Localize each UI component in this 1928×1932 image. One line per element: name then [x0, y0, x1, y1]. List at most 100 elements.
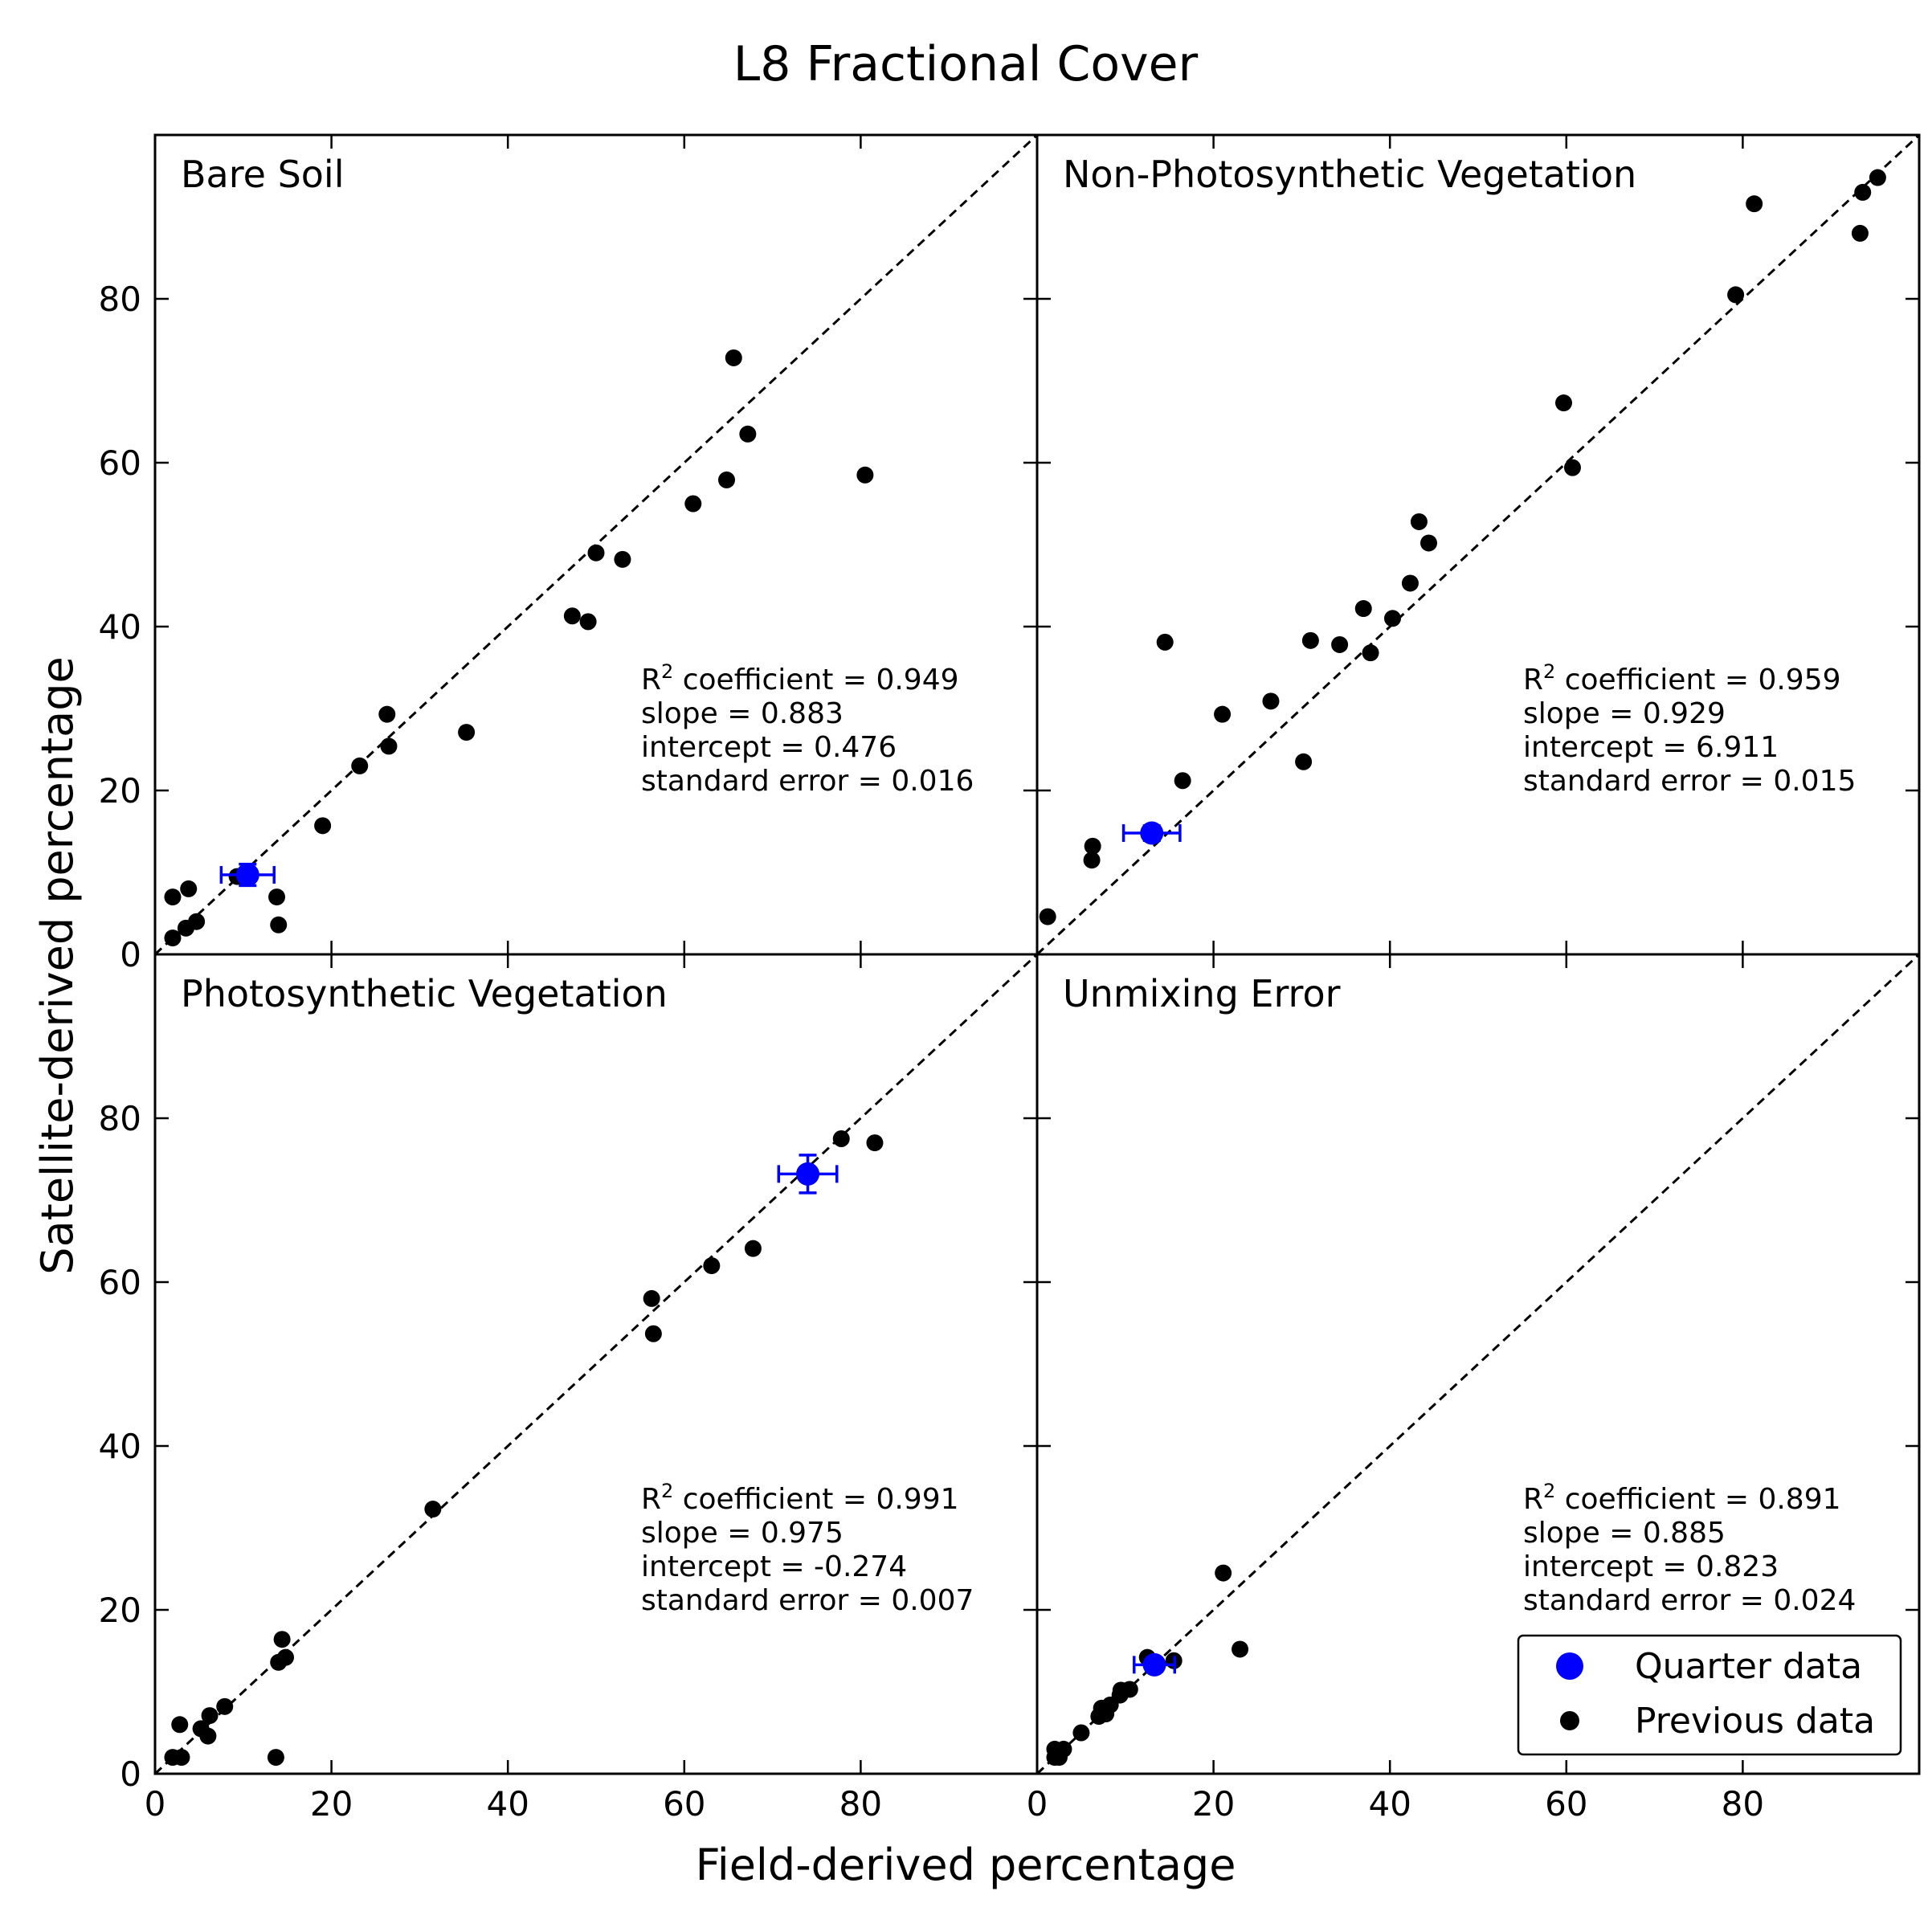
tick-marks — [153, 135, 1037, 956]
previous-data-point — [173, 1749, 190, 1767]
previous-data-point — [180, 880, 198, 897]
y-tick-label: 60 — [99, 1263, 141, 1302]
previous-data-point — [164, 929, 182, 947]
previous-data-point — [832, 1130, 850, 1147]
panel-0: 0 20 40 60 80 Bare Soil R2 coefficient = 0.949… — [99, 133, 1039, 974]
stats-r2: R2 coefficient = 0.959 — [1523, 660, 1841, 696]
stats-r2: R2 coefficient = 0.949 — [641, 660, 959, 696]
y-tick-label: 40 — [99, 1427, 141, 1466]
panel-1: Non-Photosynthetic Vegetation R2 coeffici… — [1035, 133, 1921, 956]
x-tick-label: 60 — [663, 1784, 705, 1824]
previous-data-point — [1362, 644, 1379, 662]
previous-data-point — [856, 466, 874, 484]
panel-title: Photosynthetic Vegetation — [181, 972, 668, 1015]
previous-data-point — [171, 1716, 189, 1734]
previous-data-point — [270, 916, 288, 933]
one-to-one-line — [1035, 133, 1921, 956]
y-tick-label: 80 — [99, 1099, 141, 1138]
previous-data-point — [199, 1727, 217, 1745]
stats-slope: slope = 0.929 — [1523, 697, 1726, 730]
x-tick-label: 0 — [145, 1784, 166, 1824]
legend: Quarter data Previous data — [1517, 1634, 1902, 1756]
x-tick-label: 40 — [486, 1784, 529, 1824]
previous-data-point — [1083, 852, 1101, 869]
previous-data-point — [703, 1257, 721, 1275]
y-tick-label: 0 — [120, 935, 141, 974]
x-axis-label: Field-derived percentage — [696, 1840, 1236, 1890]
stats-intercept: intercept = -0.274 — [641, 1550, 907, 1583]
one-to-one-line — [1035, 953, 1921, 1775]
legend-previous-marker — [1560, 1711, 1579, 1730]
previous-data-point — [1555, 394, 1573, 412]
previous-data-point — [1174, 772, 1191, 790]
stats-r2: R2 coefficient = 0.891 — [1523, 1480, 1841, 1516]
stats-r2: R2 coefficient = 0.991 — [641, 1480, 959, 1516]
previous-data-point — [1410, 513, 1428, 530]
previous-data-point — [1851, 224, 1869, 242]
previous-data-point — [1746, 195, 1763, 213]
panel-title: Unmixing Error — [1063, 972, 1341, 1015]
previous-data-point — [201, 1707, 219, 1725]
figure-title: L8 Fractional Cover — [733, 36, 1199, 92]
previous-data-point — [1383, 610, 1401, 627]
previous-data-point — [1401, 574, 1419, 592]
y-axis-label: Satellite-derived percentage — [32, 656, 83, 1274]
x-tick-label: 20 — [310, 1784, 353, 1824]
previous-data-point — [216, 1697, 234, 1715]
one-to-one-line — [153, 953, 1039, 1775]
previous-data-point — [1215, 1564, 1232, 1582]
panels: 0 20 40 60 80 Bare Soil R2 coefficient = 0.949… — [99, 133, 1921, 1824]
panel-frame — [1035, 953, 1921, 1775]
previous-data-point — [380, 737, 398, 755]
previous-data-point — [1869, 169, 1886, 186]
previous-data-point — [1084, 837, 1101, 855]
previous-data-point — [684, 495, 702, 513]
previous-data-point — [277, 1648, 295, 1666]
previous-data-point — [1854, 183, 1872, 201]
previous-data-point — [424, 1501, 442, 1518]
stats-slope: slope = 0.885 — [1523, 1517, 1726, 1550]
quarter-data-point — [1140, 821, 1164, 845]
panel-2: 0 20 40 60 80 0 20 40 60 80 Photosynthetic Vegetat… — [99, 953, 1039, 1824]
y-tick-label: 20 — [99, 771, 141, 811]
quarter-data-point — [796, 1162, 820, 1186]
stats-standard-error: standard error = 0.015 — [1523, 765, 1856, 798]
tick-marks — [153, 954, 1037, 1775]
stats-intercept: intercept = 0.823 — [1523, 1550, 1779, 1583]
stats-standard-error: standard error = 0.007 — [641, 1584, 974, 1617]
previous-data-point — [1232, 1640, 1249, 1658]
previous-data-point — [1331, 635, 1349, 653]
y-tick-label: 60 — [99, 443, 141, 483]
previous-data-point — [644, 1325, 662, 1342]
tick-marks — [1035, 954, 1919, 1775]
quarter-data-point — [235, 863, 259, 887]
previous-data-point — [378, 705, 396, 723]
x-tick-label: 80 — [839, 1784, 882, 1824]
previous-data-point — [1121, 1681, 1138, 1698]
stats-intercept: intercept = 0.476 — [641, 731, 897, 764]
panel-title: Non-Photosynthetic Vegetation — [1063, 153, 1636, 196]
previous-data-point — [725, 349, 742, 366]
y-tick-label: 20 — [99, 1591, 141, 1630]
previous-data-point — [1727, 286, 1745, 304]
previous-data-point — [267, 1749, 284, 1767]
previous-data-point — [614, 550, 631, 568]
previous-data-point — [643, 1289, 660, 1307]
one-to-one-line — [153, 133, 1039, 956]
x-tick-label: 60 — [1545, 1784, 1587, 1824]
previous-data-point — [1563, 459, 1581, 476]
previous-data-point — [1055, 1740, 1072, 1758]
y-tick-label: 40 — [99, 607, 141, 647]
previous-data-point — [587, 544, 605, 562]
previous-data-point — [744, 1240, 762, 1257]
y-tick-label: 0 — [120, 1754, 141, 1794]
x-tick-label: 40 — [1368, 1784, 1411, 1824]
x-tick-label: 20 — [1192, 1784, 1235, 1824]
previous-data-point — [1214, 705, 1232, 723]
previous-data-point — [739, 425, 757, 443]
previous-data-point — [866, 1134, 884, 1152]
previous-data-point — [1295, 753, 1313, 770]
panel-title: Bare Soil — [181, 153, 344, 196]
